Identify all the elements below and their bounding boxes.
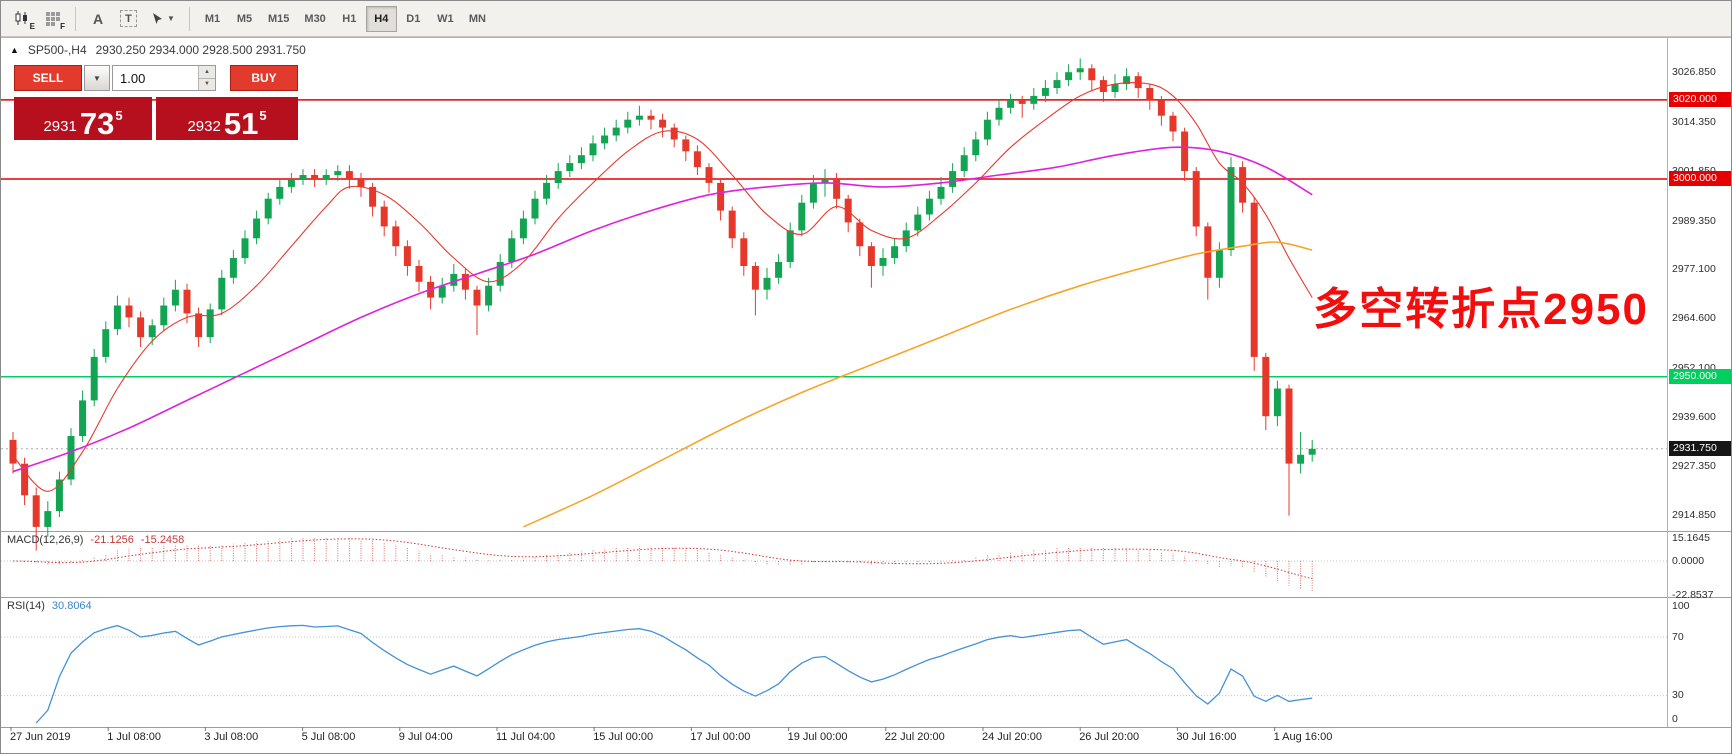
one-click-trading-toggle[interactable]: ▲ [10,45,19,55]
volume-spinner: ▲ ▼ [198,66,215,90]
timeframe-bar: M1 M5 M15 M30 H1 H4 D1 W1 MN [197,5,493,32]
toolbar: E F A T ▼ M1 M5 M15 M30 H1 H4 D1 W1 MN [1,1,1731,37]
badge-e: E [29,21,35,31]
ask-point: 5 [259,108,267,123]
long-ma-line [523,241,1313,528]
timeframe-button-h4[interactable]: H4 [365,5,397,32]
grid-icon [46,11,60,26]
buy-button[interactable]: BUY [230,65,298,91]
timeframe-button-w1[interactable]: W1 [430,6,461,32]
timeframe-button-h1[interactable]: H1 [334,6,365,32]
timeframe-button-m30[interactable]: M30 [297,6,332,32]
rsi-name: RSI(14) [7,600,45,612]
candlestick-icon [15,10,27,25]
symbol-title: SP500-,H4 [27,43,87,57]
timeframe-button-m15[interactable]: M15 [261,6,296,32]
chart-annotation-text: 多空转折点2950 [1313,285,1649,334]
cursor-icon [153,12,163,24]
ask-price-box[interactable]: 2932 51 5 [156,97,298,140]
grid-button[interactable]: F [38,5,68,33]
toolbar-separator [189,6,190,31]
letter-t-icon: T [120,10,137,27]
macd-histogram [24,537,1313,591]
sell-button[interactable]: SELL [14,65,82,91]
text-tool-button[interactable]: T [113,5,144,33]
macd-value: -21.1256 [90,534,134,546]
rsi-line [35,624,1313,724]
bid-point: 5 [115,108,123,123]
timeframe-button-m1[interactable]: M1 [197,6,228,32]
one-click-trade-panel: SELL ▼ ▲ ▼ BUY 2931 73 5 2932 51 5 [14,65,310,140]
chevron-down-icon: ▼ [167,14,175,23]
ask-decimal: 51 [223,106,259,142]
slow-ma-line [12,146,1313,473]
timeframe-button-mn[interactable]: MN [462,6,493,32]
bid-price-box[interactable]: 2931 73 5 [14,97,152,140]
chart-title-row: ▲ SP500-,H4 2930.250 2934.000 2928.500 2… [10,43,306,57]
bid-integer: 2931 [43,118,77,135]
rsi-header: RSI(14) 30.8064 [7,600,92,612]
volume-up-button[interactable]: ▲ [199,66,215,79]
timeframe-button-m5[interactable]: M5 [229,6,260,32]
volume-down-button[interactable]: ▼ [199,78,215,90]
rsi-value: 30.8064 [51,600,92,612]
macd-signal-value: -15.2458 [140,534,185,546]
macd-signal-line [12,538,1313,580]
timeframe-button-d1[interactable]: D1 [398,6,429,32]
macd-name: MACD(12,26,9) [7,534,84,546]
letter-a-icon: A [92,10,104,27]
ask-integer: 2932 [187,118,221,135]
chart-style-button[interactable]: E [6,5,38,33]
volume-input[interactable] [113,69,191,87]
volume-dropdown[interactable]: ▼ [84,65,110,91]
fast-ma-line [12,82,1313,492]
macd-header: MACD(12,26,9) -21.1256 -15.2458 [7,534,184,546]
volume-box: ▲ ▼ [112,65,216,91]
badge-f: F [60,21,65,31]
toolbar-separator [75,6,76,31]
cursor-tool-button[interactable]: ▼ [144,5,182,33]
ohlc-readout: 2930.250 2934.000 2928.500 2931.750 [95,43,306,57]
text-label-button[interactable]: A [83,5,113,33]
bid-decimal: 73 [79,106,115,142]
